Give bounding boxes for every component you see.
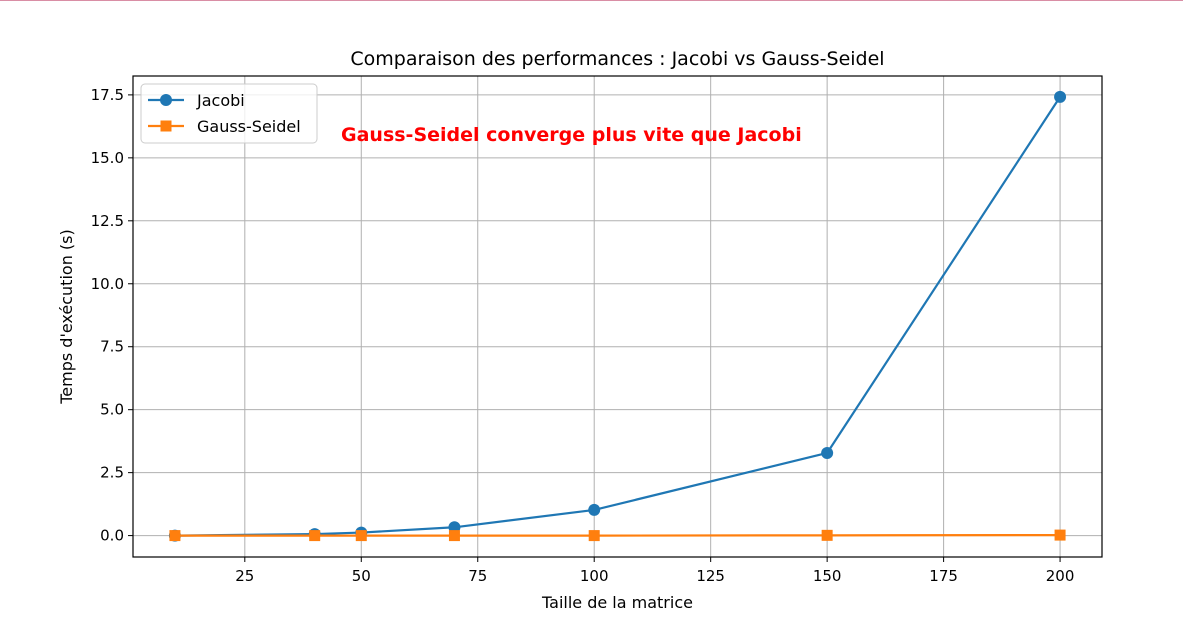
legend: Jacobi Gauss-Seidel bbox=[140, 83, 318, 144]
x-tick-label: 150 bbox=[813, 567, 842, 585]
x-axis-title: Taille de la matrice bbox=[541, 593, 693, 612]
jacobi-point bbox=[821, 446, 834, 459]
x-tick-label: 175 bbox=[929, 567, 958, 585]
jacobi-line bbox=[174, 96, 1061, 537]
y-tick-label: 7.5 bbox=[100, 338, 124, 356]
chart-title: Comparaison des performances : Jacobi vs… bbox=[350, 48, 884, 70]
gauss-seidel-point bbox=[355, 530, 367, 542]
gauss-seidel-point bbox=[588, 530, 600, 542]
y-tick-label: 10.0 bbox=[91, 275, 124, 293]
gauss-seidel-point bbox=[448, 530, 460, 542]
gauss-seidel-point bbox=[169, 530, 181, 542]
series-lines bbox=[168, 90, 1067, 542]
x-tick-label: 75 bbox=[468, 567, 487, 585]
chart-annotation: Gauss-Seidel converge plus vite que Jaco… bbox=[341, 124, 802, 146]
gauss-seidel-point bbox=[1054, 529, 1066, 541]
top-border-line bbox=[0, 0, 1183, 1]
y-tick-label: 15.0 bbox=[91, 149, 124, 167]
legend-jacobi-swatch-marker bbox=[160, 94, 172, 106]
legend-gauss-seidel-label: Gauss-Seidel bbox=[197, 117, 301, 136]
y-tick-label: 12.5 bbox=[91, 212, 124, 230]
y-tick-label: 0.0 bbox=[100, 527, 124, 545]
y-tick-label: 2.5 bbox=[100, 464, 124, 482]
jacobi-point bbox=[588, 503, 601, 516]
legend-gauss-seidel-swatch-marker bbox=[160, 120, 172, 132]
jacobi-point bbox=[1054, 90, 1067, 103]
legend-box bbox=[140, 83, 318, 144]
plot-frame bbox=[132, 75, 1103, 558]
x-tick-label: 200 bbox=[1046, 567, 1075, 585]
gauss-seidel-line bbox=[174, 533, 1061, 537]
axis-ticks: 25 50 75 100 125 150 175 200 0.0 2.5 5.0 7.5 10.0 12.… bbox=[91, 86, 1075, 585]
gauss-seidel-point bbox=[309, 530, 321, 542]
y-tick-label: 5.0 bbox=[100, 401, 124, 419]
x-tick-label: 125 bbox=[696, 567, 725, 585]
x-tick-label: 25 bbox=[235, 567, 254, 585]
grid bbox=[133, 76, 1102, 557]
x-tick-label: 100 bbox=[580, 567, 609, 585]
y-tick-label: 17.5 bbox=[91, 86, 124, 104]
y-axis-title: Temps d'exécution (s) bbox=[57, 229, 76, 405]
x-tick-label: 50 bbox=[352, 567, 371, 585]
legend-jacobi-label: Jacobi bbox=[196, 91, 245, 110]
gauss-seidel-point bbox=[821, 529, 833, 541]
